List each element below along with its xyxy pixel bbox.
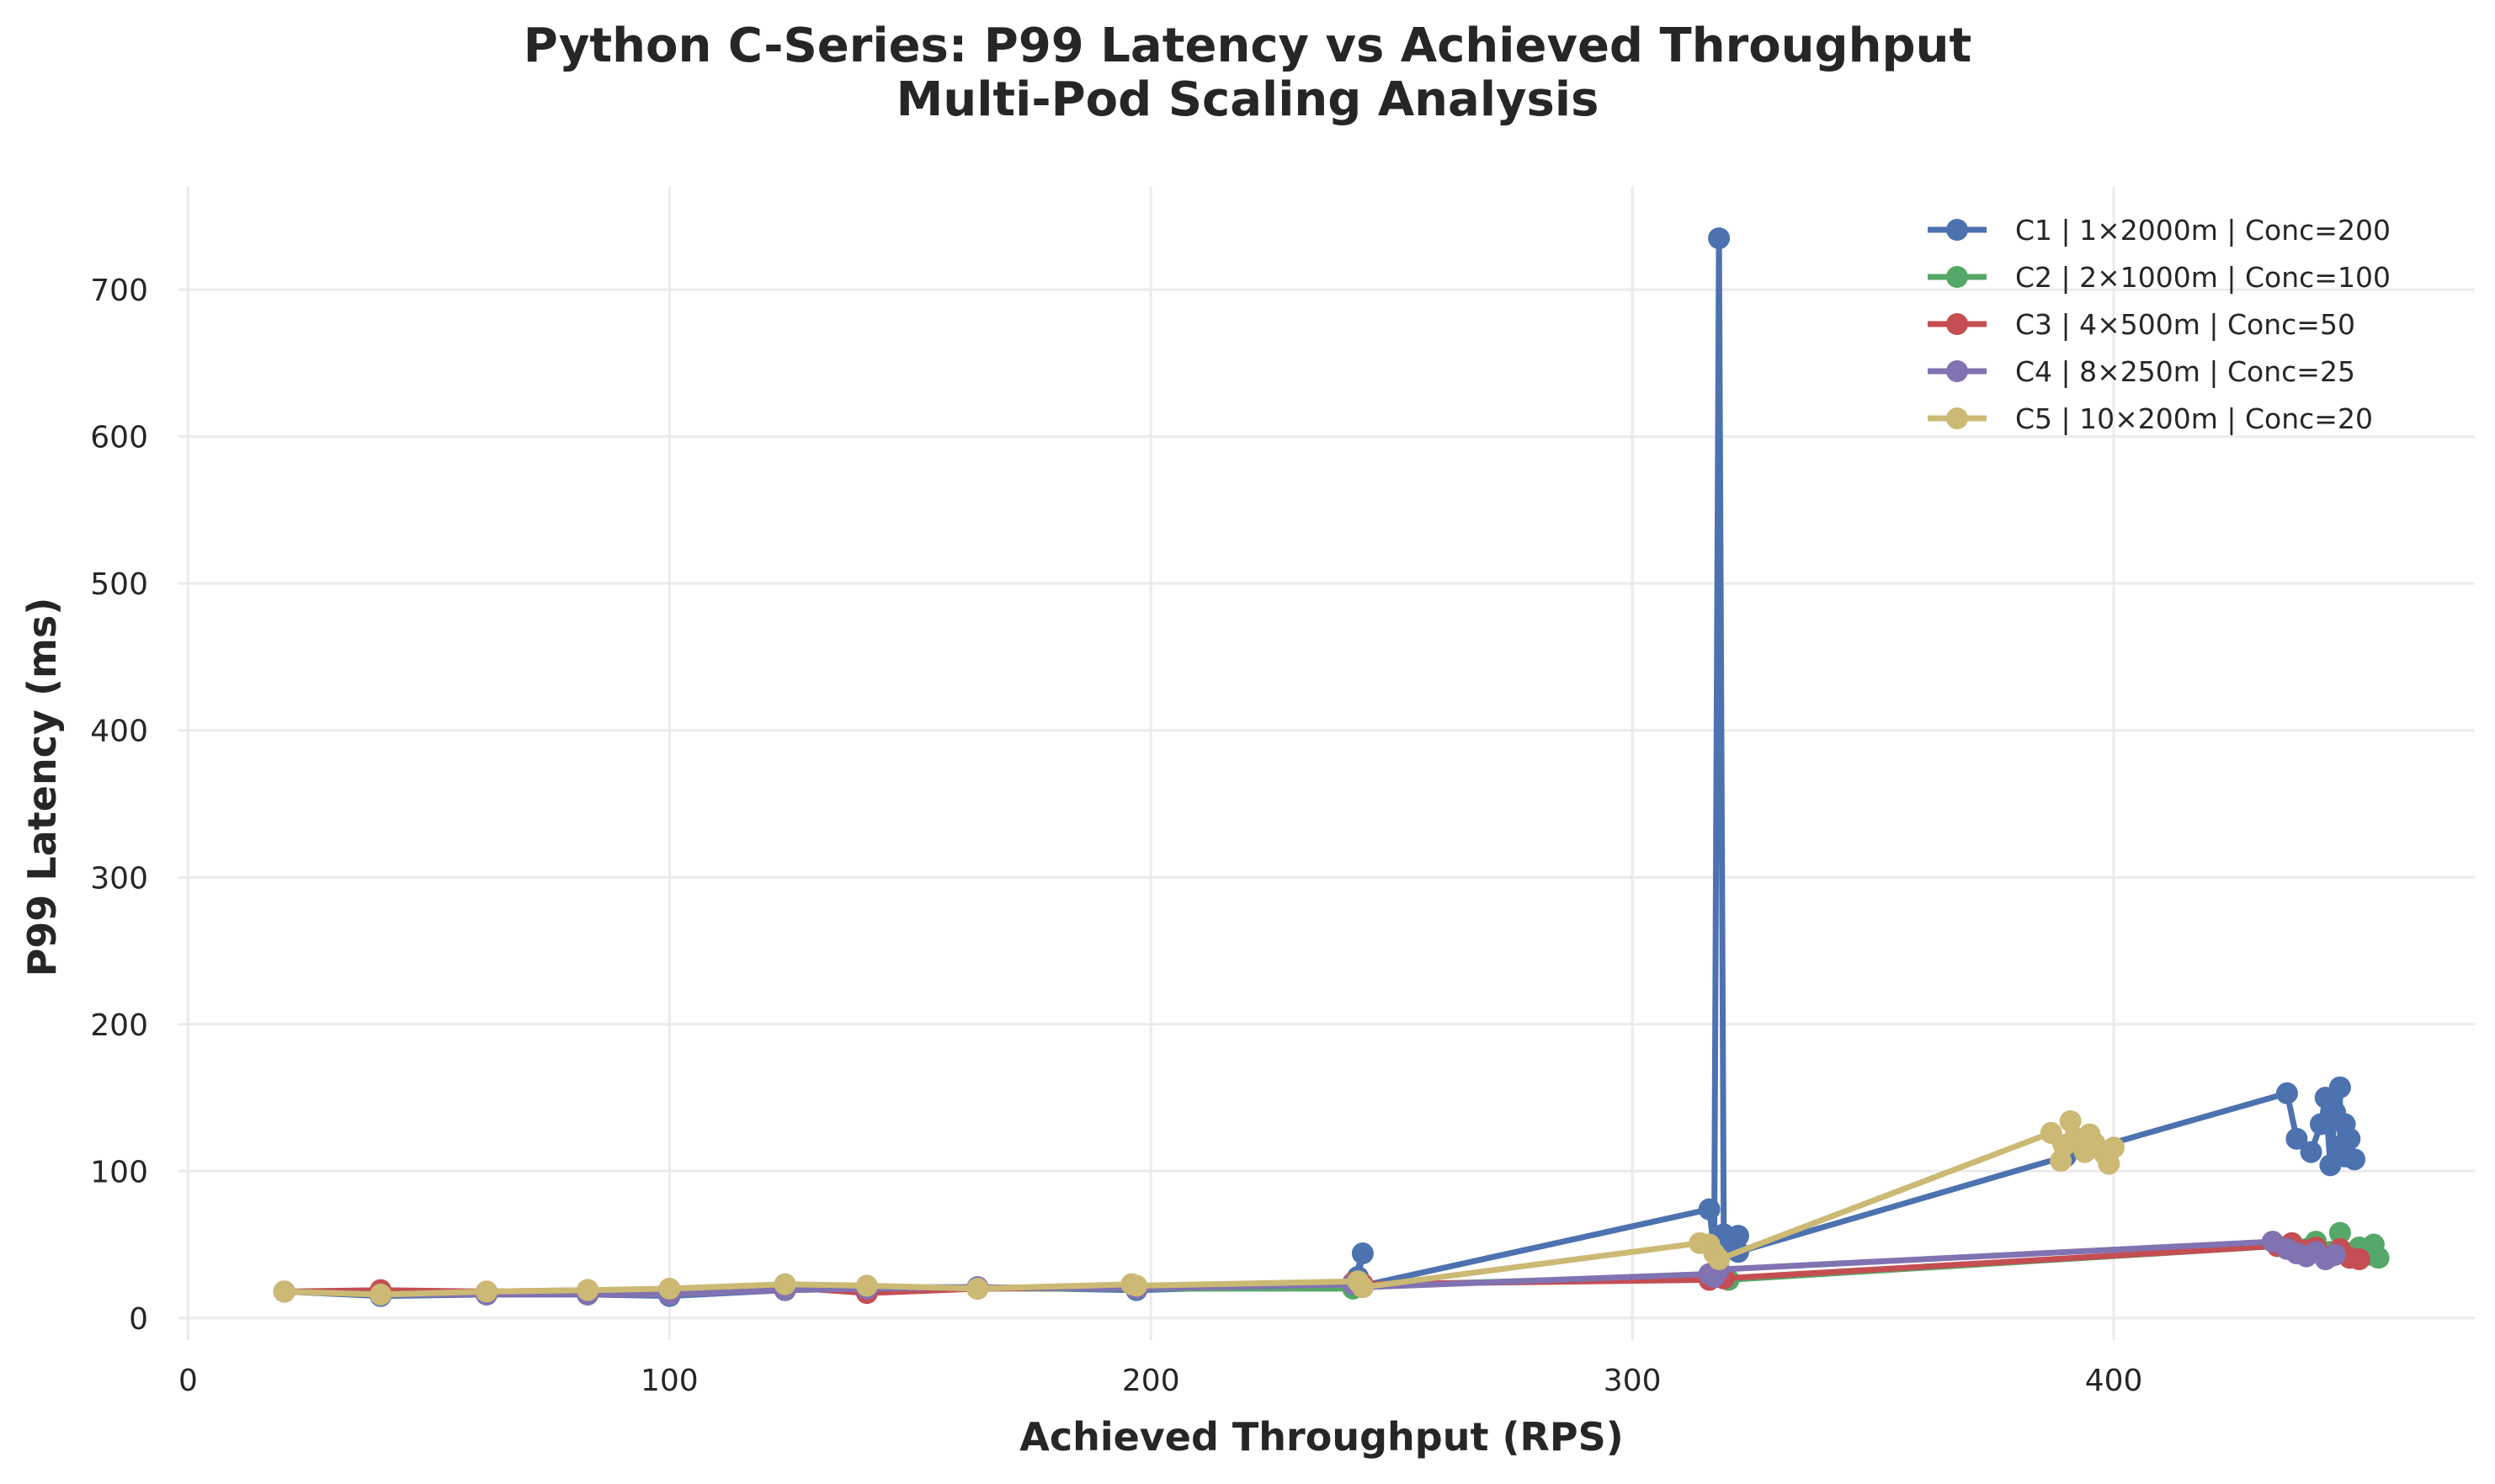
- chart-title-line-2: Multi-Pod Scaling Analysis: [896, 72, 1599, 127]
- legend-item: C3 | 4×500m | Conc=50: [1928, 308, 2355, 341]
- y-axis-label: P99 Latency (ms): [19, 598, 65, 977]
- data-point: [370, 1283, 392, 1306]
- series-5: [273, 1109, 2125, 1306]
- data-point: [2285, 1127, 2308, 1150]
- legend-swatch-marker: [1946, 407, 1968, 429]
- series-layer: [273, 227, 2390, 1307]
- legend-item: C4 | 8×250m | Conc=25: [1928, 355, 2355, 388]
- legend-item: C1 | 1×2000m | Conc=200: [1928, 214, 2391, 247]
- data-point: [855, 1274, 878, 1297]
- data-point: [2275, 1082, 2298, 1104]
- series-1: [273, 227, 2366, 1307]
- x-tick-label: 100: [641, 1364, 699, 1398]
- x-axis-label: Achieved Throughput (RPS): [1019, 1414, 1624, 1460]
- data-point: [2367, 1247, 2390, 1269]
- data-point: [1708, 227, 1731, 250]
- legend-label: C5 | 10×200m | Conc=20: [2015, 402, 2373, 435]
- legend-swatch-marker: [1946, 313, 1968, 335]
- legend-label: C1 | 1×2000m | Conc=200: [2015, 214, 2391, 247]
- data-point: [774, 1273, 796, 1295]
- y-tick-label: 0: [129, 1302, 148, 1337]
- data-point: [2348, 1248, 2370, 1271]
- data-point: [2338, 1127, 2361, 1150]
- x-tick-label: 400: [2085, 1364, 2143, 1398]
- data-point: [476, 1280, 498, 1303]
- y-tick-label: 300: [90, 861, 148, 896]
- data-point: [1351, 1242, 1374, 1265]
- data-point: [2328, 1076, 2351, 1098]
- legend-swatch-marker: [1946, 219, 1968, 241]
- data-point: [658, 1277, 681, 1300]
- data-point: [1125, 1274, 1148, 1297]
- legend: C1 | 1×2000m | Conc=200 C2 | 2×1000m | Co…: [1928, 214, 2391, 435]
- y-tick-label: 700: [90, 274, 148, 308]
- x-tick-label: 0: [178, 1364, 198, 1398]
- data-point: [1698, 1198, 1721, 1221]
- x-tick-label: 200: [1122, 1364, 1180, 1398]
- y-tick-label: 500: [90, 567, 148, 602]
- grid-lines: [178, 187, 2475, 1340]
- y-tick-label: 600: [90, 421, 148, 455]
- data-point: [2309, 1113, 2332, 1136]
- chart-title-line-1: Python C-Series: P99 Latency vs Achieved…: [523, 19, 1972, 73]
- data-point: [2300, 1141, 2322, 1163]
- data-point: [1708, 1248, 1731, 1271]
- legend-label: C3 | 4×500m | Conc=50: [2015, 308, 2355, 341]
- series-line: [284, 1118, 2117, 1298]
- y-tick-label: 100: [90, 1155, 148, 1189]
- data-point: [2103, 1136, 2125, 1159]
- data-point: [2324, 1243, 2347, 1266]
- legend-item: C2 | 2×1000m | Conc=100: [1928, 261, 2391, 294]
- legend-swatch-marker: [1946, 266, 1968, 288]
- data-point: [2328, 1221, 2351, 1244]
- data-point: [1351, 1276, 1374, 1299]
- legend-swatch-marker: [1946, 360, 1968, 382]
- data-point: [577, 1279, 599, 1301]
- y-tick-label: 200: [90, 1008, 148, 1043]
- x-tick-label: 300: [1604, 1364, 1662, 1398]
- data-point: [2059, 1109, 2082, 1132]
- tick-labels: 0 100 200 300 400 0 100 200 300 400 500 600 700: [90, 274, 2142, 1398]
- data-point: [1726, 1225, 1749, 1247]
- legend-item: C5 | 10×200m | Conc=20: [1928, 402, 2373, 435]
- legend-label: C2 | 2×1000m | Conc=100: [2015, 261, 2391, 294]
- data-point: [2343, 1148, 2366, 1171]
- legend-label: C4 | 8×250m | Conc=25: [2015, 355, 2355, 388]
- data-point: [273, 1280, 295, 1303]
- data-point: [966, 1277, 989, 1300]
- data-point: [2040, 1121, 2062, 1144]
- y-tick-label: 400: [90, 715, 148, 749]
